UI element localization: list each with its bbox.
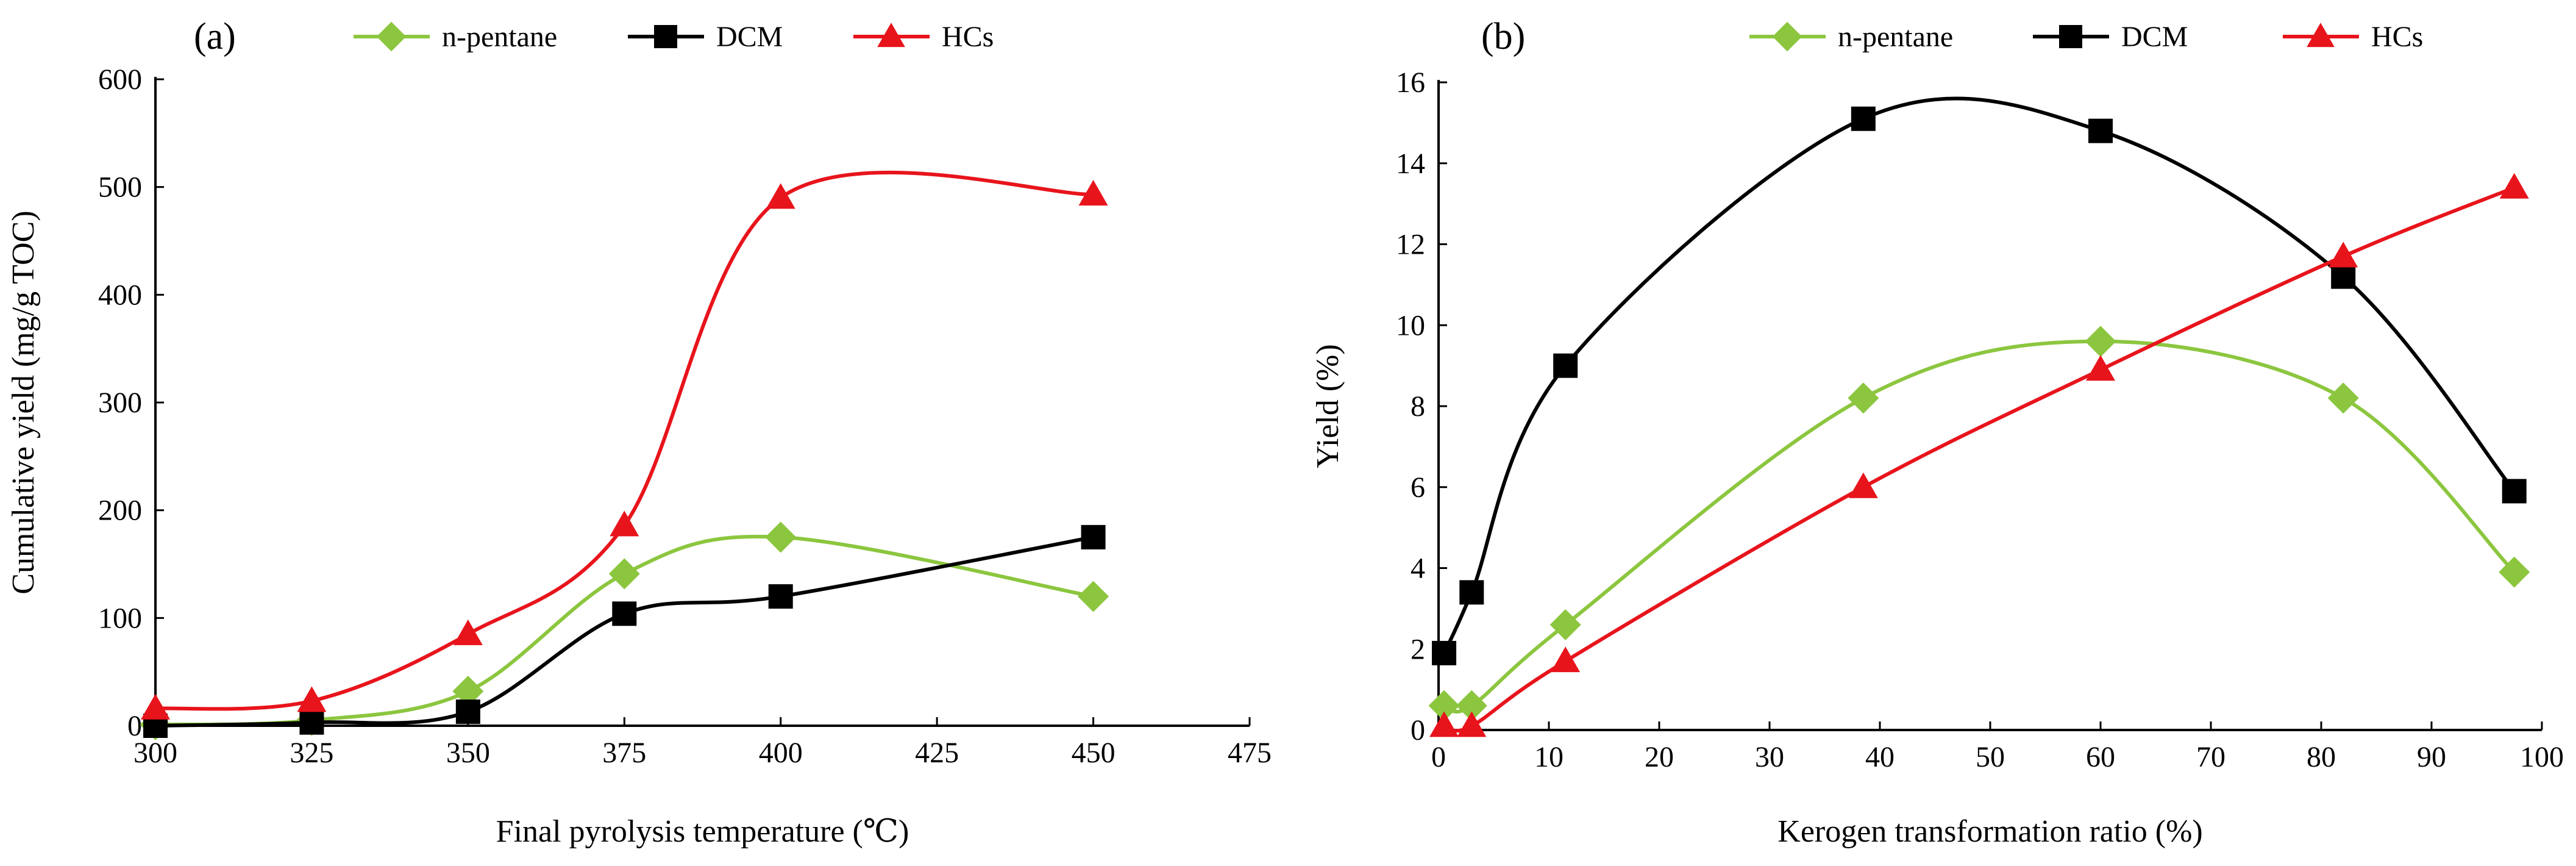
panel-a-y-tick-label: 500	[98, 171, 142, 204]
panel-b-point-dcm	[1851, 106, 1876, 131]
panel-b-label: (b)	[1481, 16, 1525, 57]
panel-a-legend-marker-n-pentane	[376, 21, 407, 52]
panel-a-y-tick-label: 400	[98, 279, 142, 311]
panel-b-x-tick-label: 50	[1976, 741, 2005, 773]
panel-b-y-tick-label: 4	[1411, 553, 1425, 585]
panel-a-point-n-pentane	[608, 558, 640, 590]
panel-b-point-hcs	[1551, 646, 1581, 673]
panel-b-y-tick-label: 2	[1411, 633, 1425, 665]
panel-a-y-tick-label: 200	[98, 495, 142, 527]
panel-a-point-n-pentane	[1078, 581, 1109, 612]
panel-a-x-tick-label: 325	[290, 737, 333, 769]
panel-a-legend-label-dcm: DCM	[716, 21, 783, 53]
panel-a-x-tick-label: 450	[1072, 737, 1115, 769]
panel-a-y-tick-label: 100	[98, 602, 142, 634]
panel-a-x-tick-label: 425	[915, 737, 959, 769]
panel-b-point-n-pentane	[1848, 382, 1879, 414]
panel-a-x-tick-label: 400	[759, 737, 803, 769]
panel-b-point-hcs	[2499, 173, 2529, 199]
panel-a-y-axis-title: Cumulative yield (mg/g TOC)	[6, 210, 41, 594]
panel-a-point-hcs	[1078, 180, 1108, 206]
panel-a-chart: 300 325 350 375 400 425 450 475 0 100 200 300 400 500…	[6, 16, 1272, 849]
panel-b-y-axis-title: Yield (%)	[1311, 344, 1345, 468]
panel-b-x-tick-label: 20	[1645, 741, 1674, 773]
panel-a-x-axis-title: Final pyrolysis temperature (℃)	[496, 814, 909, 849]
panel-b-point-hcs	[1457, 711, 1487, 737]
panel-b-point-n-pentane	[1550, 609, 1581, 640]
panel-b-x-tick-label: 30	[1755, 741, 1784, 773]
panel-b-point-dcm	[1459, 580, 1484, 605]
panel-b-x-tick-label: 70	[2196, 741, 2226, 773]
panel-b-chart: 0 10 20 30 40 50 60 70 80 90 100 0 2 4 6 8 10 12 14 16 Kerog…	[1311, 16, 2564, 849]
panel-a-y-tick-label: 300	[98, 387, 142, 419]
panel-b-point-hcs	[1429, 711, 1459, 737]
panel-b-series-line-dcm	[1442, 96, 2516, 654]
panel-b-x-tick-label: 0	[1431, 741, 1446, 773]
panel-a-y-tick-label: 600	[98, 63, 142, 96]
panel-b-point-n-pentane	[2327, 382, 2359, 414]
panel-a-legend-label-n-pentane: n-pentane	[442, 21, 557, 53]
panel-b-point-n-pentane	[2499, 556, 2530, 588]
panel-b-point-dcm	[1432, 640, 1457, 665]
panel-b-y-tick-label: 0	[1411, 714, 1425, 746]
panel-a-label: (a)	[194, 16, 236, 57]
panel-b-legend-marker-hcs	[2307, 23, 2335, 48]
panel-b-x-axis-title: Kerogen transformation ratio (%)	[1777, 814, 2202, 849]
panel-a-x-tick-label: 475	[1228, 737, 1272, 769]
panel-b-y-tick-label: 14	[1396, 148, 1425, 180]
panel-b-y-tick-label: 10	[1396, 309, 1425, 342]
panel-a-y-tick-label: 0	[127, 710, 142, 742]
panel-b-point-hcs	[2086, 355, 2115, 381]
panel-a-point-hcs	[766, 183, 795, 209]
panel-b-point-dcm	[2088, 118, 2113, 143]
panel-a-point-hcs	[610, 510, 639, 537]
panel-b-point-hcs	[1848, 472, 1878, 498]
panel-b-legend-marker-dcm	[2059, 25, 2082, 48]
panel-b-point-dcm	[2502, 479, 2527, 504]
panel-a-legend-marker-dcm	[654, 25, 677, 48]
panel-a-legend-marker-hcs	[877, 23, 905, 48]
panel-a-x-tick-label: 350	[446, 737, 490, 769]
panel-b-legend-label-n-pentane: n-pentane	[1838, 21, 1953, 53]
panel-a-point-dcm	[612, 601, 637, 626]
panel-a-legend-label-hcs: HCs	[942, 21, 994, 53]
panel-b-y-tick-label: 12	[1396, 229, 1425, 261]
panel-a-point-hcs	[141, 693, 170, 720]
panel-b-series-line-n-pentane	[1443, 339, 2516, 714]
panel-b-point-dcm	[1553, 353, 1578, 378]
panel-b-x-tick-label: 40	[1865, 741, 1895, 773]
panel-b-legend-label-hcs: HCs	[2371, 21, 2423, 53]
panel-a-x-tick-label: 300	[133, 737, 177, 769]
panel-a-point-dcm	[768, 584, 793, 609]
panel-b-legend-label-dcm: DCM	[2121, 21, 2188, 53]
panel-a-x-tick-label: 375	[602, 737, 646, 769]
panel-b-point-hcs	[2329, 242, 2358, 268]
panel-b-y-tick-label: 8	[1411, 390, 1425, 423]
panel-a-series-line-hcs	[155, 170, 1094, 711]
panel-b-x-tick-label: 90	[2417, 741, 2446, 773]
panel-a-point-dcm	[455, 700, 480, 725]
panel-a-point-hcs	[297, 686, 327, 712]
panel-b-point-dcm	[2331, 264, 2356, 289]
panel-b-y-tick-label: 6	[1411, 471, 1425, 504]
panel-b-legend-marker-n-pentane	[1772, 21, 1802, 52]
panel-b-x-tick-label: 60	[2086, 741, 2115, 773]
panel-b-x-tick-label: 80	[2307, 741, 2336, 773]
panel-b-x-tick-label: 10	[1534, 741, 1564, 773]
panel-a-point-n-pentane	[765, 521, 797, 553]
panel-b-y-tick-label: 16	[1396, 66, 1425, 99]
panel-a-point-dcm	[299, 710, 324, 735]
panel-b-x-tick-label: 100	[2520, 741, 2564, 773]
panel-a-point-hcs	[453, 619, 483, 645]
panel-b-point-n-pentane	[2085, 326, 2116, 357]
panel-a-point-dcm	[1081, 524, 1106, 549]
